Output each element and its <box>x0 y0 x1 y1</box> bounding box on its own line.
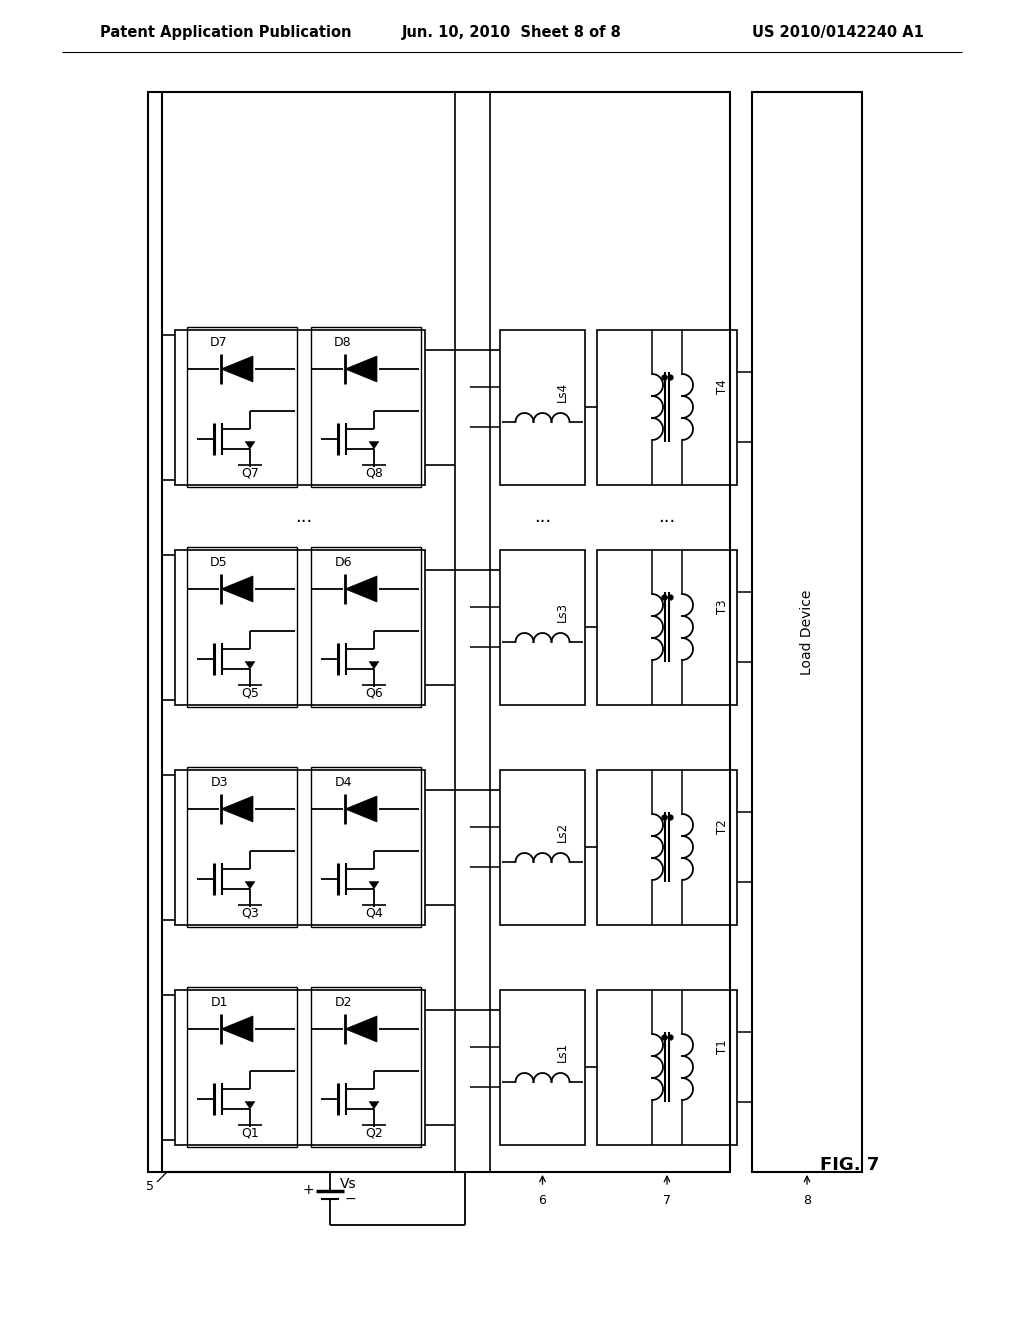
Text: Ls2: Ls2 <box>556 822 569 842</box>
Text: T4: T4 <box>717 380 729 395</box>
Text: Q8: Q8 <box>366 466 383 479</box>
Text: Ls1: Ls1 <box>556 1041 569 1063</box>
Text: Load Device: Load Device <box>800 589 814 675</box>
Polygon shape <box>369 882 379 888</box>
Bar <box>311 767 421 927</box>
Text: D2: D2 <box>334 997 352 1010</box>
Polygon shape <box>245 661 255 669</box>
Text: Q2: Q2 <box>366 1126 383 1139</box>
Polygon shape <box>221 796 253 822</box>
Bar <box>500 770 585 924</box>
Polygon shape <box>345 576 377 602</box>
Polygon shape <box>369 441 379 449</box>
Text: ...: ... <box>295 508 312 525</box>
Bar <box>500 549 585 705</box>
Text: Ls4: Ls4 <box>556 381 569 403</box>
Bar <box>752 92 862 1172</box>
Text: 7: 7 <box>663 1193 671 1206</box>
Text: T3: T3 <box>717 599 729 614</box>
Text: −: − <box>344 1192 355 1205</box>
Text: D7: D7 <box>210 337 227 350</box>
Bar <box>597 330 737 484</box>
Text: 5: 5 <box>146 1180 154 1193</box>
Bar <box>175 330 425 484</box>
Text: Jun. 10, 2010  Sheet 8 of 8: Jun. 10, 2010 Sheet 8 of 8 <box>402 25 622 40</box>
Text: 8: 8 <box>803 1193 811 1206</box>
Text: +: + <box>302 1184 313 1197</box>
Bar <box>597 549 737 705</box>
Bar <box>187 987 297 1147</box>
Text: FIG. 7: FIG. 7 <box>820 1156 880 1173</box>
Text: T2: T2 <box>717 820 729 834</box>
Polygon shape <box>221 356 253 381</box>
Polygon shape <box>345 1016 377 1041</box>
Bar <box>597 770 737 924</box>
Text: Ls3: Ls3 <box>556 602 569 622</box>
Polygon shape <box>345 796 377 822</box>
Text: Q6: Q6 <box>366 686 383 700</box>
Bar <box>311 327 421 487</box>
Text: Vs: Vs <box>340 1176 356 1191</box>
Polygon shape <box>369 1101 379 1109</box>
Bar <box>175 990 425 1144</box>
Text: D5: D5 <box>210 557 227 569</box>
Text: D3: D3 <box>210 776 227 789</box>
Bar <box>500 330 585 484</box>
Text: Q5: Q5 <box>241 686 259 700</box>
Text: Q1: Q1 <box>241 1126 259 1139</box>
Bar <box>597 990 737 1144</box>
Bar <box>175 549 425 705</box>
Bar <box>311 987 421 1147</box>
Text: US 2010/0142240 A1: US 2010/0142240 A1 <box>752 25 924 40</box>
Text: ...: ... <box>534 508 551 525</box>
Text: D6: D6 <box>334 557 352 569</box>
Bar <box>500 990 585 1144</box>
Polygon shape <box>345 356 377 381</box>
Text: Q3: Q3 <box>241 907 259 920</box>
Bar <box>175 770 425 924</box>
Polygon shape <box>221 1016 253 1041</box>
Text: Q7: Q7 <box>241 466 259 479</box>
Bar <box>187 767 297 927</box>
Polygon shape <box>221 576 253 602</box>
Bar <box>148 92 730 1172</box>
Bar <box>311 546 421 708</box>
Text: ...: ... <box>658 508 676 525</box>
Polygon shape <box>245 441 255 449</box>
Polygon shape <box>245 882 255 888</box>
Text: D1: D1 <box>210 997 227 1010</box>
Text: Patent Application Publication: Patent Application Publication <box>100 25 351 40</box>
Polygon shape <box>369 661 379 669</box>
Text: 6: 6 <box>539 1193 547 1206</box>
Text: T1: T1 <box>717 1040 729 1055</box>
Text: D8: D8 <box>334 337 352 350</box>
Bar <box>187 546 297 708</box>
Text: D4: D4 <box>334 776 352 789</box>
Bar <box>187 327 297 487</box>
Polygon shape <box>245 1101 255 1109</box>
Text: Q4: Q4 <box>366 907 383 920</box>
